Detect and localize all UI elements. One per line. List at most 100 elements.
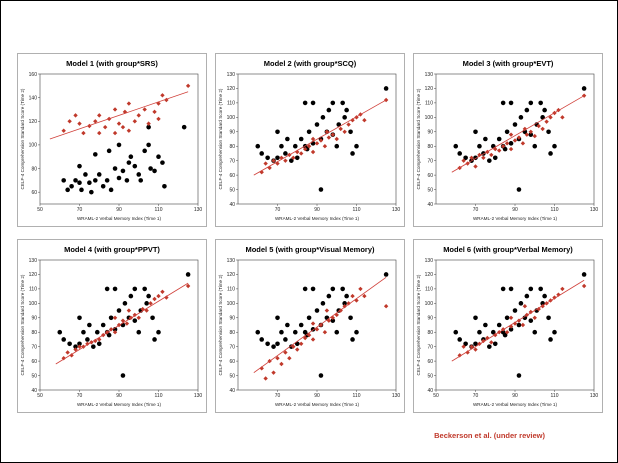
data-point-black	[330, 286, 336, 292]
data-point-red	[522, 304, 528, 309]
data-point-black	[518, 115, 524, 120]
data-point-red	[358, 286, 363, 292]
data-point-black	[344, 293, 349, 299]
data-point-red	[132, 312, 137, 318]
data-point-red	[275, 161, 280, 166]
data-point-black	[120, 373, 126, 378]
data-point-black	[457, 337, 462, 342]
data-point-black	[285, 322, 290, 328]
data-point-black	[552, 143, 557, 149]
data-point-red	[504, 330, 510, 335]
data-point-black	[463, 155, 468, 161]
data-point-black	[96, 172, 102, 177]
data-point-red	[512, 321, 518, 326]
data-point-black	[85, 337, 90, 342]
data-point-red	[334, 136, 339, 142]
data-point-black	[275, 155, 280, 161]
data-point-black	[546, 315, 551, 321]
x-tick-label: 70	[275, 207, 281, 213]
data-point-black	[292, 329, 298, 335]
data-point-black	[528, 286, 534, 292]
y-tick-label: 40	[229, 388, 235, 394]
data-point-black	[87, 322, 92, 328]
data-point-red	[318, 138, 324, 143]
data-point-red	[259, 366, 264, 371]
data-point-red	[350, 118, 355, 123]
data-point-black	[502, 146, 508, 152]
data-point-red	[152, 109, 157, 115]
data-point-black	[73, 178, 78, 183]
data-point-black	[334, 143, 340, 149]
data-point-black	[463, 341, 468, 347]
data-point-red	[93, 338, 98, 344]
data-point-red	[465, 350, 470, 355]
x-tick-label: 130	[392, 207, 401, 213]
data-point-red	[493, 332, 498, 338]
data-point-red	[354, 115, 359, 120]
regression-line	[253, 277, 387, 373]
y-tick-label: 120	[227, 272, 236, 278]
data-point-black	[542, 293, 547, 299]
data-point-red	[310, 136, 316, 142]
data-point-black	[156, 329, 161, 335]
y-tick-label: 120	[425, 272, 434, 278]
x-tick-label: 130	[590, 393, 599, 399]
data-point-red	[291, 155, 296, 160]
chart-title: Model 4 (with group*PPVT)	[64, 245, 160, 254]
data-point-black	[310, 286, 316, 292]
data-point-black	[492, 341, 498, 347]
data-point-black	[508, 327, 514, 332]
data-point-red	[112, 130, 118, 136]
data-point-black	[318, 187, 324, 192]
data-point-red	[354, 298, 359, 303]
data-point-red	[362, 118, 367, 123]
y-tick-label: 50	[427, 187, 433, 193]
data-point-black	[320, 115, 326, 120]
data-point-black	[265, 341, 270, 347]
chart-panel-4: Model 4 (with group*PPVT) 50 70 90 110 130 40 5…	[17, 239, 207, 413]
y-axis-label: CELF-4 Comprehension Standard Score (Tim…	[416, 88, 421, 189]
data-point-black	[502, 332, 508, 338]
data-point-black	[81, 329, 86, 335]
y-tick-label: 50	[229, 187, 235, 193]
data-point-black	[298, 136, 304, 142]
data-point-black	[342, 115, 347, 120]
y-tick-label: 60	[229, 173, 235, 179]
data-point-black	[148, 166, 153, 171]
data-point-black	[473, 341, 478, 347]
data-point-black	[146, 293, 151, 299]
data-point-black	[259, 151, 264, 156]
y-tick-label: 50	[427, 373, 433, 379]
y-axis-label: CELF-4 Comprehension Standard Score (Tim…	[20, 274, 25, 375]
data-point-black	[516, 373, 522, 378]
data-point-black	[314, 122, 320, 127]
data-point-black	[83, 172, 88, 177]
chart-panel-3: Model 3 (with group*EVT) 70 90 110 130 40 50 60…	[413, 53, 603, 227]
data-point-red	[362, 293, 367, 299]
data-point-red	[120, 318, 126, 323]
x-tick-label: 110	[353, 393, 361, 399]
y-tick-label: 40	[229, 202, 235, 208]
data-point-black	[108, 187, 114, 193]
data-point-black	[185, 272, 191, 277]
data-point-red	[497, 148, 502, 153]
y-tick-label: 70	[427, 344, 433, 350]
data-point-red	[508, 132, 514, 137]
data-point-black	[67, 341, 72, 347]
data-point-black	[57, 329, 63, 335]
regression-line	[451, 279, 585, 362]
data-point-red	[160, 93, 165, 98]
data-point-black	[477, 143, 482, 149]
data-point-red	[481, 338, 486, 344]
data-point-black	[487, 344, 492, 349]
data-point-red	[97, 130, 102, 136]
data-point-red	[295, 149, 300, 155]
data-point-black	[532, 329, 538, 335]
data-point-red	[520, 141, 526, 146]
data-point-red	[536, 306, 541, 312]
data-point-black	[483, 136, 488, 142]
data-point-black	[271, 344, 276, 349]
data-point-red	[324, 129, 330, 134]
x-tick-label: 90	[512, 393, 518, 399]
data-point-black	[128, 154, 134, 160]
